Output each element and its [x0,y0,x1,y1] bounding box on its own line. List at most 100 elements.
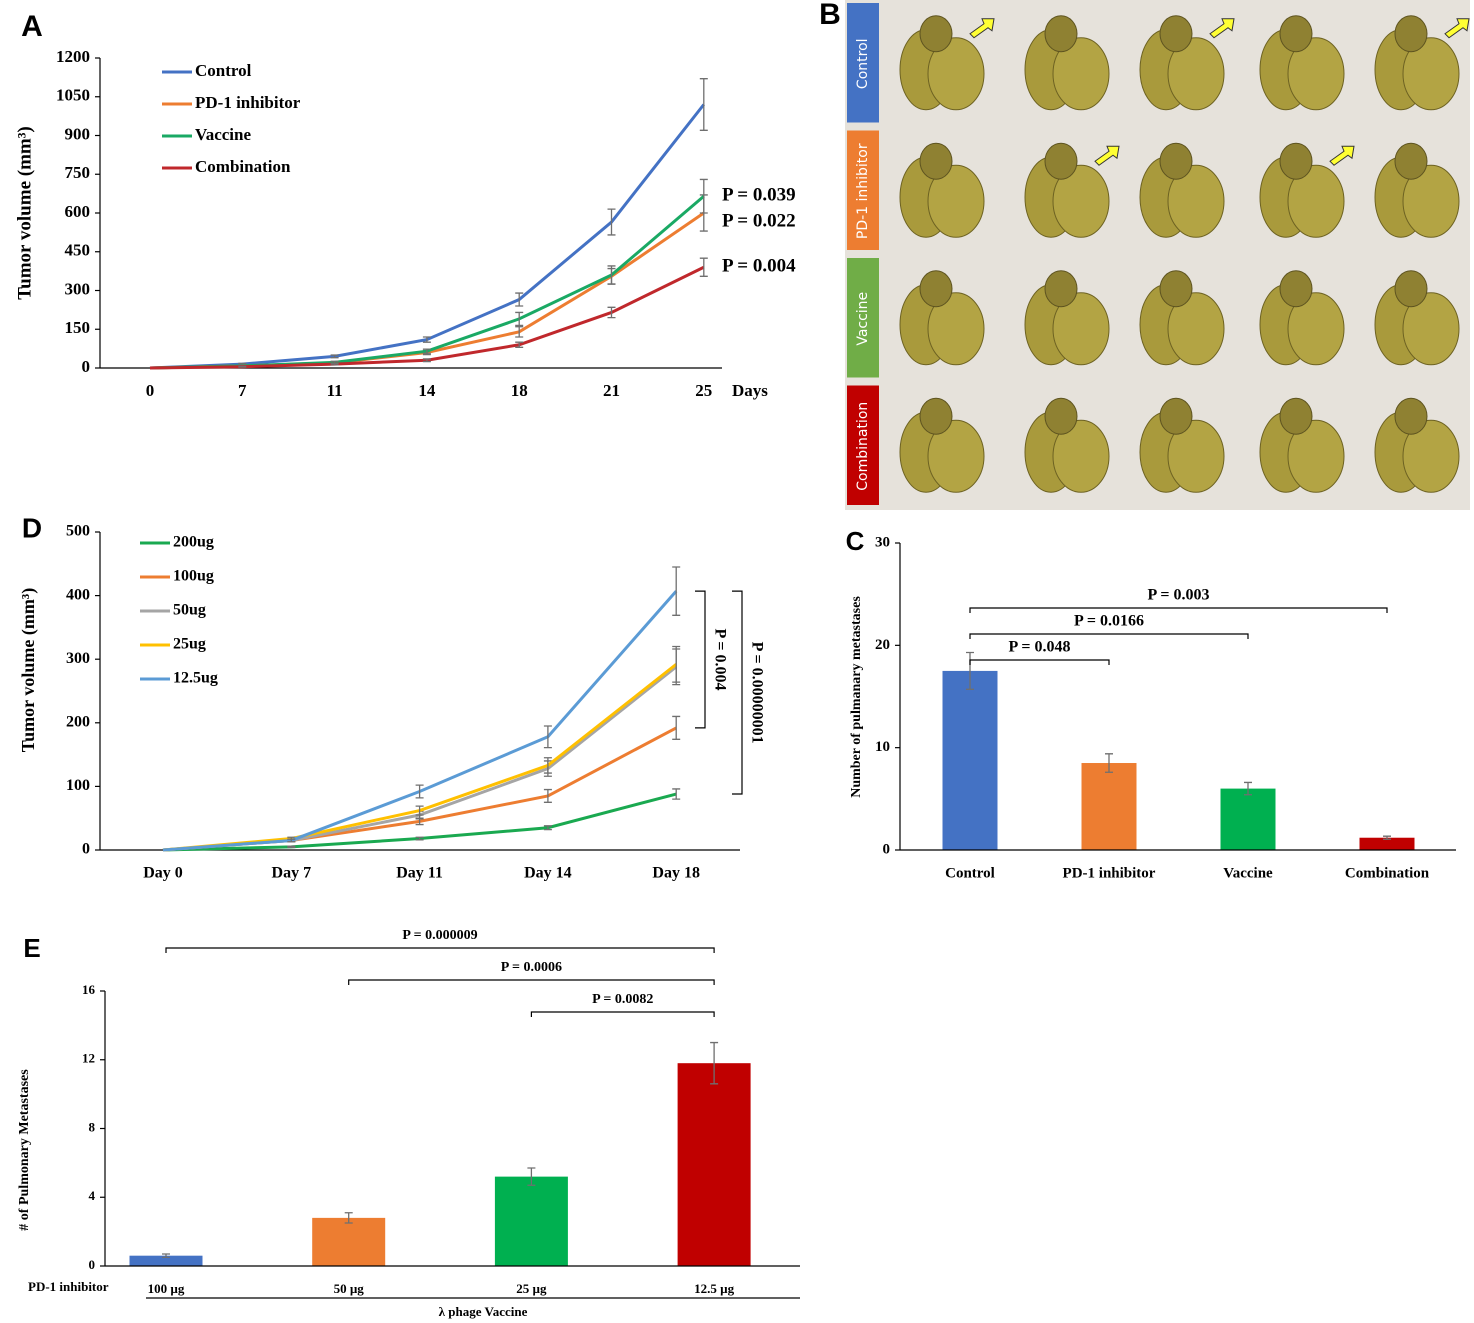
panel-letter: C [846,526,865,556]
lung-top [920,398,952,434]
x-tick-label: Control [945,865,995,881]
lung-top [920,16,952,52]
panel-letter: E [23,933,40,963]
lung-top [1395,16,1427,52]
lung-top [1045,271,1077,307]
x-tick-label: Day 7 [272,865,312,882]
legend-label: PD-1 inhibitor [195,93,301,112]
x-tick-label: 0 [146,381,155,400]
lung-top [1280,143,1312,179]
lung-top [920,271,952,307]
p-value: P = 0.022 [722,211,796,232]
lung-top [1280,271,1312,307]
legend-label: 12.5ug [173,670,218,687]
x-tick-label: Day 11 [396,865,443,882]
row-label: Control [855,38,871,89]
x-tick-label: 50 µg [334,1281,365,1296]
y-tick-label: 0 [883,841,891,857]
series-line [150,213,704,368]
y-tick-label: 150 [65,318,91,337]
bracket [531,1012,714,1017]
lung-top [1045,398,1077,434]
lung-top [1045,143,1077,179]
error-bar [608,209,616,235]
legend-label: 50ug [173,602,206,619]
bracket [695,591,705,728]
p-value: P = 0.004 [722,256,796,277]
y-tick-label: 1200 [56,47,90,66]
x-tick-label: 14 [418,381,436,400]
p-value: P = 0.000009 [402,928,477,943]
y-tick-label: 0 [82,841,90,858]
lung-top [1160,143,1192,179]
legend-label: Vaccine [195,125,251,144]
lung-top [1160,398,1192,434]
error-bar [672,646,680,682]
p-value: P = 0.004 [711,629,728,691]
lung-top [1280,16,1312,52]
x-tick-label: 11 [327,381,343,400]
y-tick-label: 200 [66,713,90,730]
y-tick-label: 1050 [56,86,90,105]
bar [1221,789,1276,850]
legend-label: 25ug [173,636,206,653]
p-value: P = 0.003 [1147,587,1209,604]
x-tick-label: Day 0 [143,865,183,882]
y-tick-label: 12 [82,1051,95,1066]
panel-letter: A [21,10,43,43]
bar [312,1218,385,1266]
bar [1082,763,1137,850]
x-tick-label: 100 µg [148,1281,185,1296]
y-tick-label: 30 [875,534,890,550]
y-tick-label: 16 [82,982,96,997]
error-bar [700,179,708,213]
y-tick-label: 100 [66,777,90,794]
bracket [349,980,714,985]
p-value: P = 0.00000001 [748,642,765,744]
error-bar [700,79,708,131]
row-label: PD-1 inhibitor [855,143,871,239]
y-tick-label: 900 [65,124,91,143]
x-tick-label: PD-1 inhibitor [1063,865,1156,881]
p-value: P = 0.0006 [501,960,562,975]
lung-top [1395,398,1427,434]
row-label: Vaccine [855,292,871,346]
bracket [970,608,1387,613]
lung-top [1395,271,1427,307]
bracket [970,660,1109,665]
x-tick-label: 21 [603,381,620,400]
y-tick-label: 750 [65,163,91,182]
y-tick-label: 300 [66,650,90,667]
lung-top [1280,398,1312,434]
legend-label: 200ug [173,534,214,551]
y-tick-label: 20 [875,637,890,653]
row-label: PD-1 inhibitor [28,1279,109,1294]
x-tick-label: 12.5 µg [694,1281,734,1296]
y-axis-label: # of Pulmonary Metastases [17,1069,32,1231]
y-tick-label: 400 [66,586,90,603]
lung-top [1395,143,1427,179]
x-tick-label: 25 µg [516,1281,547,1296]
x-tick-label: Combination [1345,865,1430,881]
x-tick-label: Day 14 [524,865,572,882]
figure: 015030045060075090010501200071114182125T… [0,0,1474,1323]
x-tick-label: 18 [511,381,528,400]
y-axis-label: Tumor volume (mm³) [18,588,39,752]
error-bar [287,846,295,847]
panel-letter: B [819,0,841,31]
p-value: P = 0.048 [1008,639,1070,656]
error-bar [672,567,680,615]
error-bar [238,366,246,367]
y-tick-label: 10 [875,739,890,755]
y-tick-label: 0 [82,357,91,376]
p-value: P = 0.0166 [1074,613,1144,630]
y-tick-label: 300 [65,279,91,298]
p-value: P = 0.0082 [592,992,653,1007]
x-tick-label: Day 18 [652,865,700,882]
lung-top [1160,16,1192,52]
lung-top [920,143,952,179]
group-label: λ phage Vaccine [439,1304,528,1319]
x-tick-label: 25 [695,381,712,400]
bar [495,1177,568,1266]
bar [943,671,998,850]
